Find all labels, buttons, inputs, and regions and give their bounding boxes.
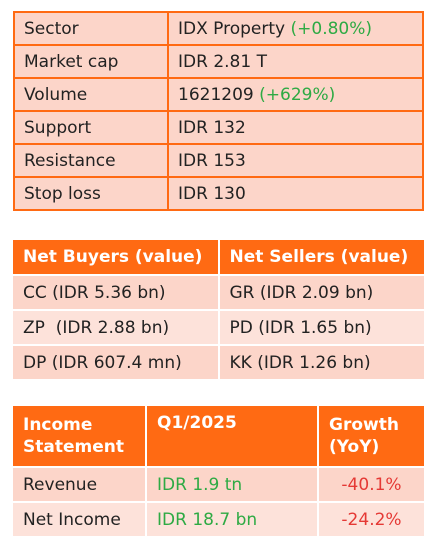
period-header: Q1/2025 — [146, 406, 319, 467]
stock-info-row: Market cap IDR 2.81 T — [13, 44, 424, 79]
sector-label: Sector — [13, 11, 169, 46]
volume-label: Volume — [13, 77, 169, 112]
stock-info-table: Sector IDX Property (+0.80%) Market cap … — [13, 11, 424, 211]
stock-info-row: Resistance IDR 153 — [13, 143, 424, 178]
support-value: IDR 132 — [167, 110, 424, 145]
resistance-label: Resistance — [13, 143, 169, 178]
resistance-value: IDR 153 — [167, 143, 424, 178]
value-cell: IDR 18.7 bn — [146, 501, 319, 536]
sector-value: IDX Property (+0.80%) — [167, 11, 424, 46]
income-statement-header: Income Statement — [13, 406, 147, 467]
market-cap-label: Market cap — [13, 44, 169, 79]
stock-info-row: Volume 1621209 (+629%) — [13, 77, 424, 112]
seller-cell: GR (IDR 2.09 bn) — [218, 274, 424, 310]
broker-header-row: Net Buyers (value) Net Sellers (value) — [13, 240, 424, 275]
buyer-cell: DP (IDR 607.4 mn) — [13, 344, 220, 379]
net-buyers-header: Net Buyers (value) — [13, 240, 220, 275]
volume-change: (+629%) — [259, 84, 336, 105]
sector-change: (+0.80%) — [290, 18, 373, 39]
item-cell: Revenue — [13, 466, 147, 502]
table-row: CC (IDR 5.36 bn) GR (IDR 2.09 bn) — [13, 274, 424, 310]
table-row: ZP (IDR 2.88 bn) PD (IDR 1.65 bn) — [13, 309, 424, 345]
stock-info-row: Stop loss IDR 130 — [13, 176, 424, 211]
broker-summary-table: Net Buyers (value) Net Sellers (value) C… — [13, 240, 424, 379]
stock-info-row: Sector IDX Property (+0.80%) — [13, 11, 424, 46]
item-cell: Net Income — [13, 501, 147, 536]
stock-info-row: Support IDR 132 — [13, 110, 424, 145]
income-statement-table: Income Statement Q1/2025 Growth (YoY) Reve… — [13, 406, 424, 536]
volume-value: 1621209 (+629%) — [167, 77, 424, 112]
table-row: Revenue IDR 1.9 tn -40.1% — [13, 466, 424, 502]
net-sellers-header: Net Sellers (value) — [218, 240, 424, 275]
value-cell: IDR 1.9 tn — [146, 466, 319, 502]
stop-loss-label: Stop loss — [13, 176, 169, 211]
growth-header: Growth (YoY) — [318, 406, 424, 467]
stop-loss-value: IDR 130 — [167, 176, 424, 211]
market-cap-value: IDR 2.81 T — [167, 44, 424, 79]
growth-cell: -24.2% — [318, 501, 424, 536]
buyer-cell: ZP (IDR 2.88 bn) — [13, 309, 220, 345]
income-header-row: Income Statement Q1/2025 Growth (YoY) — [13, 406, 424, 467]
seller-cell: PD (IDR 1.65 bn) — [218, 309, 424, 345]
seller-cell: KK (IDR 1.26 bn) — [218, 344, 424, 379]
buyer-cell: CC (IDR 5.36 bn) — [13, 274, 220, 310]
table-row: DP (IDR 607.4 mn) KK (IDR 1.26 bn) — [13, 344, 424, 379]
support-label: Support — [13, 110, 169, 145]
table-row: Net Income IDR 18.7 bn -24.2% — [13, 501, 424, 536]
growth-cell: -40.1% — [318, 466, 424, 502]
